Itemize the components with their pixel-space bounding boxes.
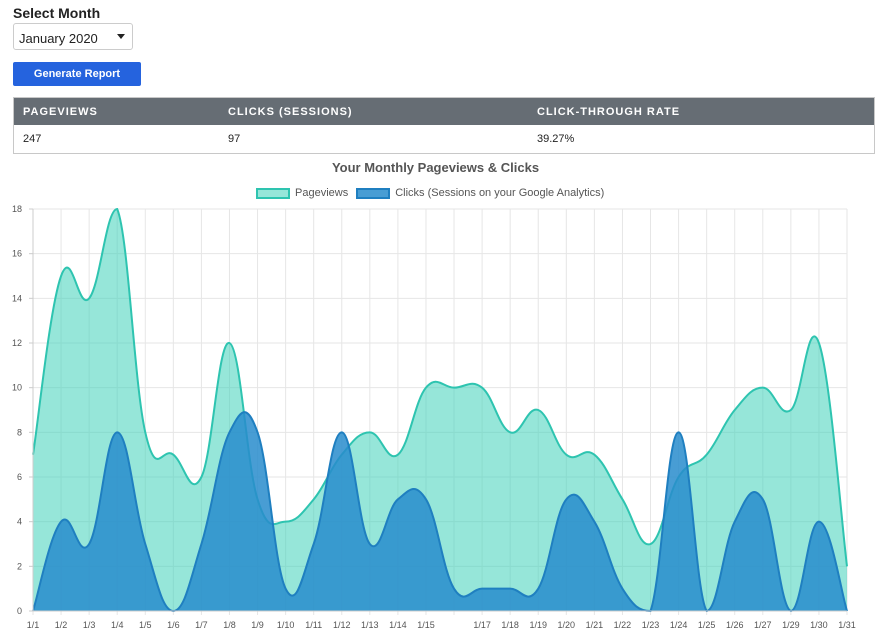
chart-legend: Pageviews Clicks (Sessions on your Googl…	[256, 187, 612, 199]
legend-item-pageviews[interactable]: Pageviews	[256, 187, 348, 199]
y-tick-label: 4	[17, 517, 22, 527]
chart-areas	[32, 207, 848, 613]
y-tick-label: 12	[12, 338, 22, 348]
area-clicks	[33, 412, 847, 611]
x-tick-label: 1/7	[195, 620, 208, 630]
x-tick-label: 1/23	[642, 620, 660, 630]
legend-swatch-clicks	[356, 187, 391, 199]
x-tick-label: 1/20	[558, 620, 576, 630]
x-axis: 1/1 1/2 1/3 1/4 1/5 1/6 1/7 1/8 1/9 1/10 1/11 1/12 1…	[27, 610, 856, 630]
x-tick-label: 1/12	[333, 620, 351, 630]
series-line-clicks	[32, 411, 848, 613]
chevron-down-icon	[117, 34, 125, 39]
y-tick-label: 6	[17, 472, 22, 482]
x-tick-label: 1/11	[305, 620, 322, 630]
y-tick-label: 8	[17, 427, 22, 437]
value-ctr: 39.27%	[537, 133, 575, 145]
y-tick-label: 16	[12, 249, 22, 259]
legend-swatch-pageviews	[256, 187, 290, 199]
x-tick-label: 1/2	[55, 620, 68, 630]
stats-header-row: PAGEVIEWS CLICKS (SESSIONS) CLICK-THROUG…	[14, 98, 874, 125]
x-tick-label: 1/6	[167, 620, 180, 630]
x-tick-label: 1/21	[586, 620, 604, 630]
x-tick-label: 1/25	[698, 620, 716, 630]
header-pageviews: PAGEVIEWS	[23, 105, 98, 118]
x-tick-label: 1/17	[473, 620, 491, 630]
y-tick-label: 2	[17, 561, 22, 571]
y-tick-label: 18	[12, 204, 22, 214]
y-tick-label: 0	[17, 606, 22, 616]
x-tick-label: 1/27	[754, 620, 772, 630]
select-month-label: Select Month	[13, 5, 101, 21]
x-tick-label: 1/18	[501, 620, 519, 630]
x-tick-label: 1/10	[277, 620, 295, 630]
legend-item-clicks[interactable]: Clicks (Sessions on your Google Analytic…	[356, 187, 604, 199]
x-tick-label: 1/19	[529, 620, 547, 630]
x-tick-label: 1/29	[782, 620, 800, 630]
value-pageviews: 247	[23, 133, 42, 145]
legend-label-clicks: Clicks (Sessions on your Google Analytic…	[395, 187, 605, 199]
x-tick-label: 1/3	[83, 620, 96, 630]
x-tick-label: 1/22	[614, 620, 632, 630]
stats-value-row: 247 97 39.27%	[14, 125, 874, 153]
value-clicks: 97	[228, 133, 241, 145]
x-tick-label: 1/1	[27, 620, 40, 630]
y-tick-label: 14	[12, 293, 22, 303]
series-line-pageviews	[32, 207, 848, 567]
x-tick-label: 1/9	[251, 620, 264, 630]
x-tick-label: 1/26	[726, 620, 744, 630]
month-select-value: January 2020	[19, 31, 98, 46]
stats-table: PAGEVIEWS CLICKS (SESSIONS) CLICK-THROUG…	[13, 97, 875, 154]
x-tick-label: 1/4	[111, 620, 124, 630]
chart-title: Your Monthly Pageviews & Clicks	[331, 160, 540, 175]
x-tick-label: 1/14	[389, 620, 407, 630]
legend-label-pageviews: Pageviews	[295, 187, 349, 199]
x-tick-label: 1/13	[361, 620, 379, 630]
y-axis: 0 2 4 6 8 10 12 14 16 18	[12, 204, 34, 616]
header-ctr: CLICK-THROUGH RATE	[537, 105, 681, 118]
month-select[interactable]: January 2020	[13, 23, 133, 50]
x-tick-label: 1/30	[810, 620, 828, 630]
header-clicks: CLICKS (SESSIONS)	[228, 105, 353, 118]
x-tick-label: 1/15	[417, 620, 435, 630]
x-tick-label: 1/5	[139, 620, 152, 630]
generate-report-button[interactable]: Generate Report	[13, 62, 141, 86]
x-tick-label: 1/8	[223, 620, 236, 630]
x-tick-label: 1/24	[670, 620, 688, 630]
y-tick-label: 10	[12, 383, 22, 393]
area-chart: 0 2 4 6 8 10 12 14 16 18 1/1 1/2 1/3 1/4 1/5 1/6 1/7 1/8…	[12, 204, 856, 630]
x-tick-label: 1/31	[838, 620, 856, 630]
